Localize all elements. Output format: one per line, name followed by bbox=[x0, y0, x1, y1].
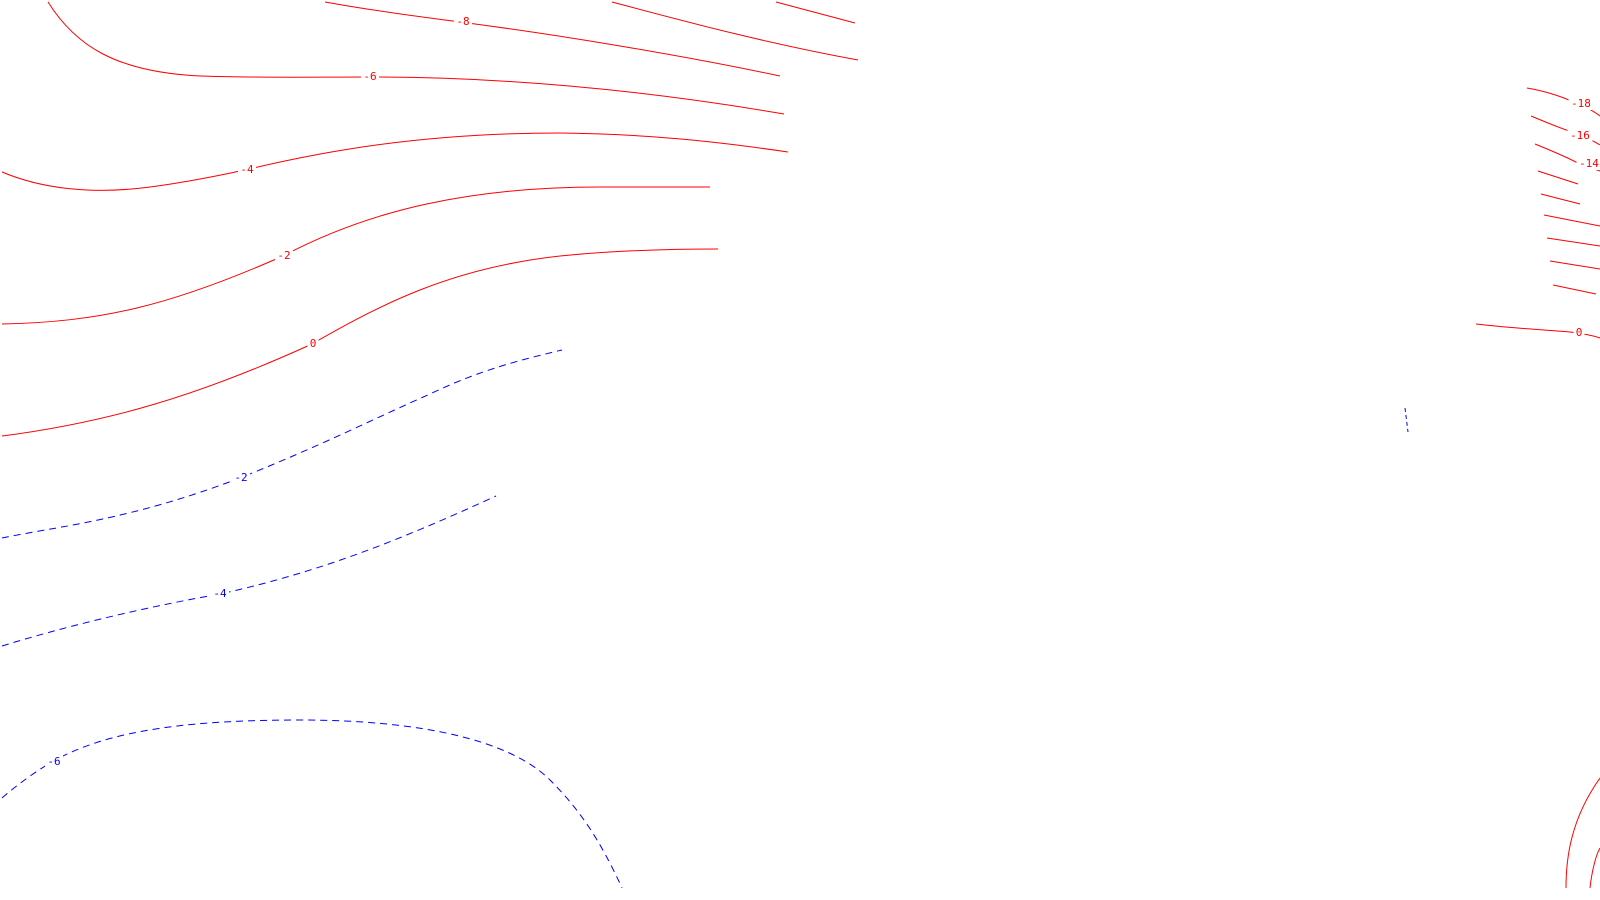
contour-line bbox=[47, 1, 785, 115]
contour-line bbox=[1589, 847, 1600, 889]
dashed-contours-left bbox=[1, 349, 623, 889]
solid-contours-right bbox=[1475, 87, 1600, 889]
contour-label: -6 bbox=[363, 70, 376, 83]
contour-label-background bbox=[1567, 129, 1593, 142]
contour-line bbox=[1404, 407, 1409, 433]
contour-label: -2 bbox=[277, 249, 290, 262]
contour-label-background bbox=[275, 249, 293, 262]
contour-line bbox=[1, 719, 623, 889]
contour-label: -16 bbox=[1570, 129, 1590, 142]
contour-line bbox=[1565, 777, 1600, 889]
contour-label-background bbox=[307, 337, 319, 350]
contour-label-background bbox=[45, 755, 63, 768]
contour-line bbox=[1, 495, 497, 647]
contour-label-background bbox=[238, 163, 256, 176]
contour-label: -4 bbox=[213, 587, 227, 600]
contour-label-background bbox=[1568, 97, 1594, 110]
contour-label: -14 bbox=[1579, 157, 1599, 170]
contour-line bbox=[1549, 260, 1600, 270]
contour-line bbox=[1543, 214, 1600, 227]
contour-label: -18 bbox=[1571, 97, 1591, 110]
contour-labels: -8 -6 -4 -2 0 -2 -4 -6 -18 -16 -14 0 bbox=[45, 15, 1600, 768]
contour-line bbox=[1, 132, 789, 191]
contour-line bbox=[1546, 237, 1600, 247]
dashed-contours-right bbox=[1404, 407, 1409, 433]
solid-contours-left bbox=[1, 1, 859, 437]
contour-line bbox=[1, 248, 719, 437]
contour-label-background bbox=[361, 70, 379, 83]
contour-label-background bbox=[454, 15, 472, 28]
contour-label: 0 bbox=[1576, 326, 1583, 339]
contour-line bbox=[1, 349, 563, 539]
contour-line bbox=[1475, 323, 1600, 339]
contour-label-background bbox=[232, 471, 250, 484]
contour-line bbox=[611, 1, 859, 61]
contour-label: -2 bbox=[234, 471, 247, 484]
contour-label-background bbox=[1573, 326, 1585, 339]
contour-line bbox=[1537, 170, 1579, 185]
contour-label: -4 bbox=[240, 163, 254, 176]
contour-label: 0 bbox=[310, 337, 317, 350]
contour-label-background bbox=[1576, 157, 1600, 170]
contour-line bbox=[1540, 193, 1581, 205]
contour-label-background bbox=[211, 587, 229, 600]
contour-label: -8 bbox=[456, 15, 469, 28]
contour-line bbox=[1, 186, 710, 325]
contour-line bbox=[775, 1, 856, 24]
contour-label: -6 bbox=[47, 755, 60, 768]
contour-line bbox=[324, 1, 781, 77]
contour-line bbox=[1552, 284, 1597, 295]
